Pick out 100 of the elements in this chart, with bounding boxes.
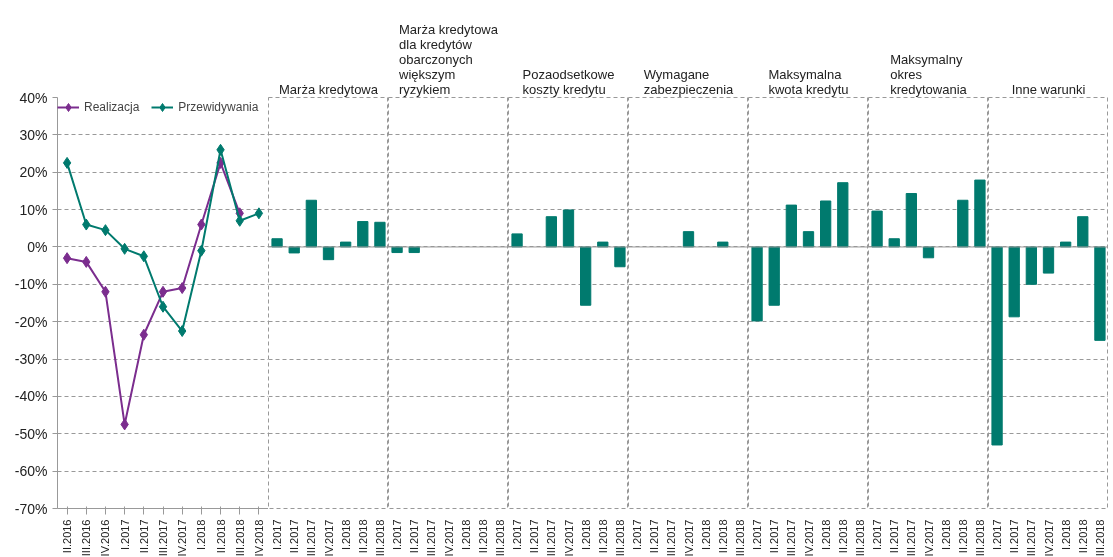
- y-tick-label: -60%: [14, 463, 48, 480]
- x-tick-label: II.2018: [596, 519, 609, 554]
- x-tick-label: II.2018: [214, 519, 227, 554]
- x-tick-label: I.2017: [991, 519, 1004, 551]
- x-tick-label: IV.2017: [322, 519, 335, 557]
- x-tick-label: II.2018: [836, 519, 849, 554]
- x-tick-label: I.2017: [391, 519, 404, 551]
- x-tick-label: I.2018: [1059, 519, 1072, 551]
- y-tick-label: 0%: [27, 238, 48, 255]
- chart-title: Marża kredytowa dla kredytów obarczonych większym ryzykiem: [398, 21, 499, 97]
- x-tick-label: II.2017: [528, 519, 541, 554]
- x-tick-label: IV.2016: [99, 519, 112, 557]
- x-tick-label: I.2018: [459, 519, 472, 551]
- x-tick-label: II.2017: [408, 519, 421, 554]
- x-tick-label: II.2017: [1008, 519, 1021, 554]
- x-tick-label: II.2018: [716, 519, 729, 554]
- x-tick-label: I.2017: [118, 519, 131, 551]
- x-tick-label: III.2018: [973, 519, 986, 557]
- x-tick-label: IV.2017: [922, 519, 935, 557]
- bar: [511, 233, 523, 248]
- x-tick-label: II.2017: [768, 519, 781, 554]
- bar: [580, 246, 592, 306]
- x-tick-label: II.2016: [61, 519, 74, 554]
- chart-title: Wymagane zabezpieczenia: [643, 66, 735, 97]
- bar: [562, 209, 575, 248]
- bar: [820, 200, 832, 248]
- x-tick-label: III.2017: [665, 519, 678, 557]
- point: [62, 156, 72, 169]
- y-tick-label: 20%: [19, 164, 48, 181]
- x-tick-label: I.2018: [819, 519, 832, 551]
- bar: [871, 210, 883, 248]
- x-tick-label: II.2018: [356, 519, 369, 554]
- x-tick-label: II.2018: [1076, 519, 1089, 554]
- x-tick-label: III.2018: [1093, 519, 1106, 557]
- bar: [614, 246, 626, 268]
- x-tick-label: III.2018: [373, 519, 386, 557]
- bar: [357, 221, 369, 248]
- x-tick-label: I.2017: [511, 519, 524, 551]
- x-tick-label: I.2017: [871, 519, 884, 551]
- y-tick-label: 10%: [19, 201, 48, 218]
- x-tick-label: I.2018: [939, 519, 952, 551]
- bar: [751, 246, 763, 322]
- x-tick-label: III.2017: [785, 519, 798, 557]
- legend-label: Realizacja: [84, 100, 140, 114]
- x-tick-label: I.2018: [699, 519, 712, 551]
- bar: [802, 231, 815, 248]
- x-tick-label: I.2018: [579, 519, 592, 551]
- x-tick-label: III.2018: [493, 519, 506, 557]
- chart-title: Maksymalny okres kredytowania: [890, 51, 968, 97]
- x-tick-label: II.2018: [956, 519, 969, 554]
- x-tick-label: IV.2017: [442, 519, 455, 557]
- x-tick-label: III.2018: [233, 519, 246, 557]
- x-tick-label: IV.2017: [562, 519, 575, 557]
- x-tick-label: IV.2017: [1042, 519, 1055, 557]
- x-tick-label: III.2018: [853, 519, 866, 557]
- bar: [905, 193, 917, 248]
- x-tick-label: III.2017: [905, 519, 918, 557]
- x-tick-label: III.2018: [613, 519, 626, 557]
- bar: [974, 179, 986, 248]
- chart-title: Inne warunki: [1011, 81, 1086, 97]
- x-tick-label: IV.2017: [802, 519, 815, 557]
- point: [62, 252, 72, 265]
- chart-title: Marża kredytowa: [279, 81, 379, 97]
- bar: [785, 204, 797, 248]
- y-tick-label: 30%: [19, 126, 48, 143]
- x-tick-label: II.2017: [888, 519, 901, 554]
- chart-title: Maksymalna kwota kredytu: [768, 66, 849, 97]
- bar: [957, 199, 969, 248]
- point: [158, 285, 168, 298]
- x-tick-label: II.2017: [137, 519, 150, 554]
- y-tick-label: 40%: [19, 89, 48, 106]
- x-tick-label: III.2017: [1025, 519, 1038, 557]
- x-tick-label: I.2018: [339, 519, 352, 551]
- x-tick-label: III.2017: [157, 519, 169, 557]
- x-tick-label: III.2017: [545, 519, 558, 557]
- x-tick-label: II.2017: [288, 519, 301, 554]
- x-tick-label: I.2017: [631, 519, 644, 551]
- y-tick-label: -30%: [14, 351, 48, 368]
- x-tick-label: III.2017: [305, 519, 318, 557]
- x-tick-label: I.2017: [271, 519, 284, 551]
- x-tick-label: I.2018: [195, 519, 208, 551]
- bar: [545, 216, 557, 248]
- y-tick-label: -70%: [14, 500, 48, 517]
- x-tick-label: III.2016: [80, 519, 93, 557]
- x-tick-label: IV.2018: [252, 519, 265, 557]
- x-tick-label: I.2017: [751, 519, 764, 551]
- x-tick-label: III.2018: [733, 519, 746, 557]
- bar: [374, 221, 386, 248]
- x-tick-label: III.2017: [425, 519, 438, 557]
- legend-label: Przewidywania: [178, 100, 259, 114]
- y-tick-label: -40%: [14, 388, 48, 405]
- x-tick-label: II.2017: [648, 519, 661, 554]
- y-tick-label: -50%: [14, 425, 48, 442]
- x-tick-label: IV.2017: [176, 519, 189, 557]
- point: [254, 207, 264, 220]
- bar: [837, 182, 849, 248]
- x-tick-label: II.2018: [476, 519, 489, 554]
- bar: [768, 246, 780, 306]
- point: [158, 300, 168, 313]
- y-tick-label: -20%: [14, 313, 48, 330]
